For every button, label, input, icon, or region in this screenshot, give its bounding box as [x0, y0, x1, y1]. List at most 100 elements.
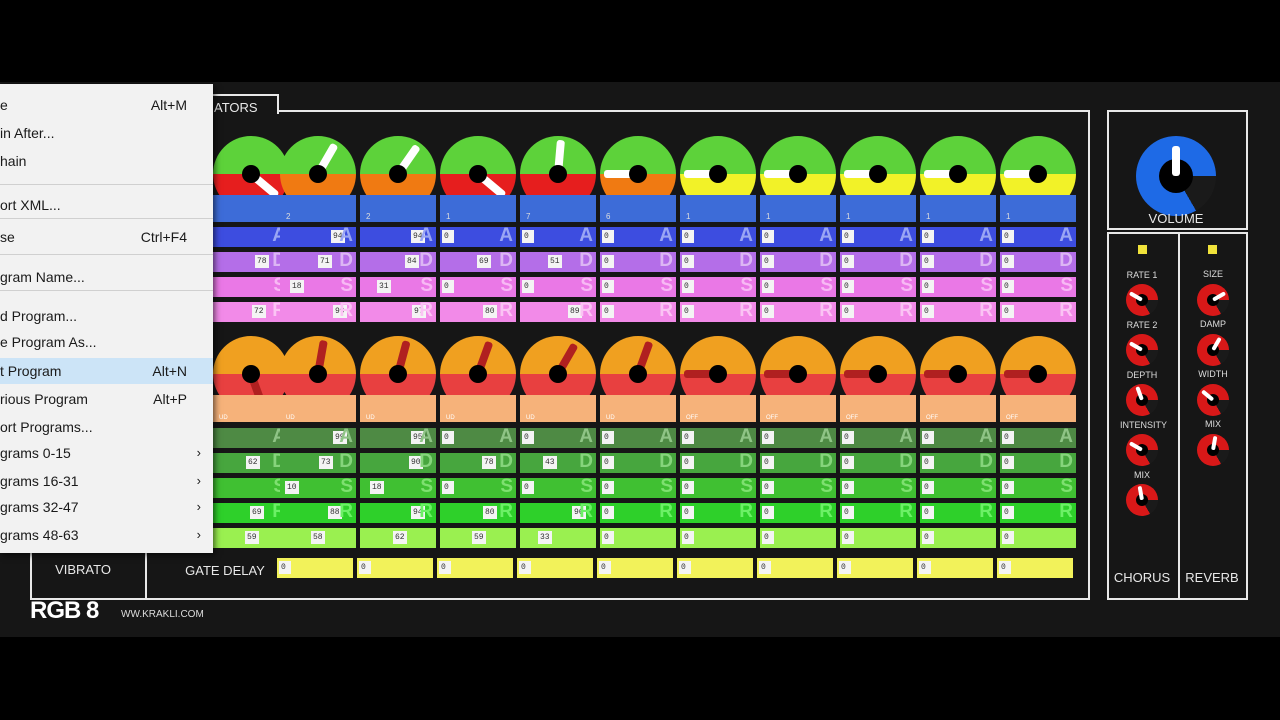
osc-waveform-tab[interactable]: 1: [920, 195, 996, 222]
menu-item[interactable]: grams 16-31 ›: [0, 468, 213, 494]
filter-amount-slider[interactable]: 0: [760, 528, 836, 548]
filter-amount-slider[interactable]: 0: [840, 528, 916, 548]
lfo-mode-tab[interactable]: UD: [280, 395, 356, 422]
osc-waveform-tab[interactable]: 1: [760, 195, 836, 222]
osc-env-a-slider[interactable]: 94 A: [280, 227, 356, 247]
website-link[interactable]: WW.KRAKLI.COM: [121, 609, 204, 620]
chorus-knob[interactable]: [1126, 384, 1158, 416]
menu-item[interactable]: rious Program Alt+P: [0, 386, 213, 412]
filter-amount-slider[interactable]: 0: [680, 528, 756, 548]
osc-env-r-slider[interactable]: 80 R: [440, 302, 516, 322]
osc-waveform-tab[interactable]: 6: [600, 195, 676, 222]
filter-env-a-slider[interactable]: A: [213, 428, 289, 448]
osc-waveform-tab[interactable]: 7: [520, 195, 596, 222]
osc-waveform-tab[interactable]: [213, 195, 289, 222]
menu-item[interactable]: ort XML...: [0, 192, 213, 218]
osc-waveform-tab[interactable]: 1: [840, 195, 916, 222]
filter-env-d-slider[interactable]: 78 D: [440, 453, 516, 473]
chorus-knob[interactable]: [1126, 434, 1158, 466]
lfo-mode-tab[interactable]: OFF: [920, 395, 996, 422]
menu-item[interactable]: d Program...: [0, 303, 213, 329]
menu-item[interactable]: grams 0-15 ›: [0, 440, 213, 466]
chorus-knob[interactable]: [1126, 284, 1158, 316]
osc-waveform-tab[interactable]: 2: [280, 195, 356, 222]
gate-delay-slider[interactable]: 0: [437, 558, 513, 578]
filter-env-r-slider[interactable]: 96 R: [520, 503, 596, 523]
filter-env-s-slider[interactable]: S: [213, 478, 289, 498]
filter-env-d-slider[interactable]: 73 D: [280, 453, 356, 473]
filter-amount-slider[interactable]: 59: [440, 528, 516, 548]
chorus-led[interactable]: [1138, 245, 1147, 254]
filter-amount-slider[interactable]: 59: [213, 528, 289, 548]
lfo-mode-tab[interactable]: UD: [600, 395, 676, 422]
filter-env-r-slider[interactable]: 69R: [213, 503, 289, 523]
filter-env-a-slider[interactable]: 95 A: [360, 428, 436, 448]
gate-delay-slider[interactable]: 0: [597, 558, 673, 578]
lfo-mode-tab[interactable]: UD: [213, 395, 289, 422]
reverb-led[interactable]: [1208, 245, 1217, 254]
lfo-mode-tab[interactable]: UD: [360, 395, 436, 422]
filter-env-s-slider[interactable]: 18 S: [360, 478, 436, 498]
filter-amount-slider[interactable]: 58: [280, 528, 356, 548]
reverb-knob[interactable]: [1197, 384, 1229, 416]
gate-delay-slider[interactable]: 0: [757, 558, 833, 578]
lfo-mode-tab[interactable]: UD: [520, 395, 596, 422]
filter-env-r-slider[interactable]: 94 R: [360, 503, 436, 523]
filter-amount-slider[interactable]: 33: [520, 528, 596, 548]
lfo-mode-tab[interactable]: UD: [440, 395, 516, 422]
reverb-knob[interactable]: [1197, 334, 1229, 366]
osc-env-d-slider[interactable]: 84 D: [360, 252, 436, 272]
osc-env-r-slider[interactable]: 72R: [213, 302, 289, 322]
filter-env-d-slider[interactable]: 62D: [213, 453, 289, 473]
filter-amount-slider[interactable]: 62: [360, 528, 436, 548]
osc-env-s-slider[interactable]: S: [213, 277, 289, 297]
menu-item[interactable]: e Program As...: [0, 329, 213, 355]
menu-item[interactable]: e Alt+M: [0, 92, 213, 118]
osc-waveform-tab[interactable]: 1: [1000, 195, 1076, 222]
gate-delay-slider[interactable]: 0: [837, 558, 913, 578]
filter-env-r-slider[interactable]: 80 R: [440, 503, 516, 523]
gate-delay-slider[interactable]: 0: [277, 558, 353, 578]
menu-item[interactable]: in After...: [0, 120, 213, 146]
